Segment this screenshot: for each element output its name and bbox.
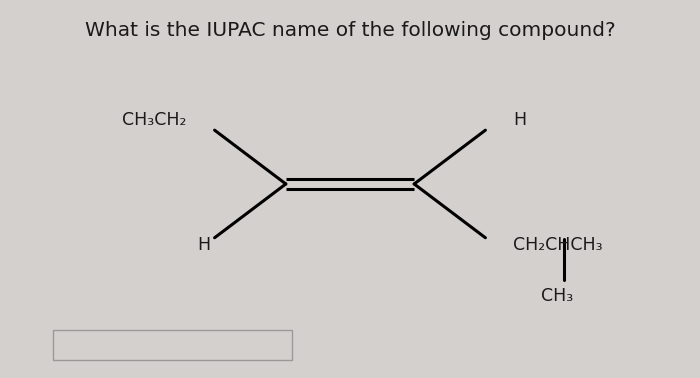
Text: CH₃: CH₃	[541, 287, 573, 305]
Text: What is the IUPAC name of the following compound?: What is the IUPAC name of the following …	[85, 21, 615, 40]
Text: H: H	[197, 236, 210, 254]
Text: CH₂CHCH₃: CH₂CHCH₃	[513, 236, 603, 254]
Bar	[52, 330, 292, 359]
Text: CH₃CH₂: CH₃CH₂	[122, 110, 187, 129]
Text: H: H	[513, 110, 526, 129]
